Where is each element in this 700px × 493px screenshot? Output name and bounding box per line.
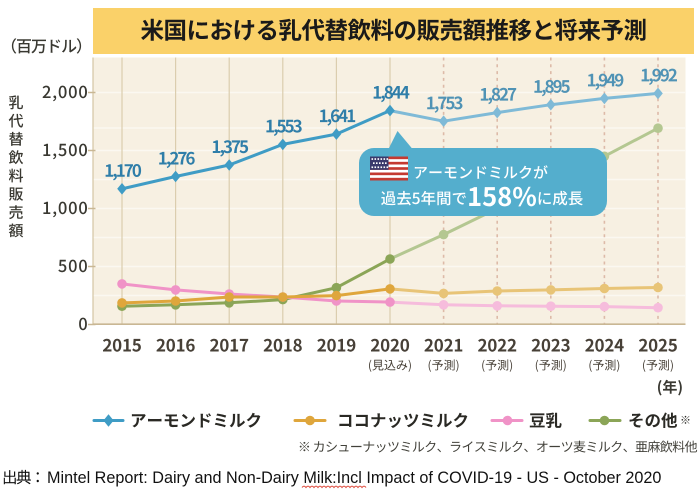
svg-text:Mintel Report: Dairy and Non-D: Mintel Report: Dairy and Non-Dairy Milk:… [47, 469, 661, 487]
